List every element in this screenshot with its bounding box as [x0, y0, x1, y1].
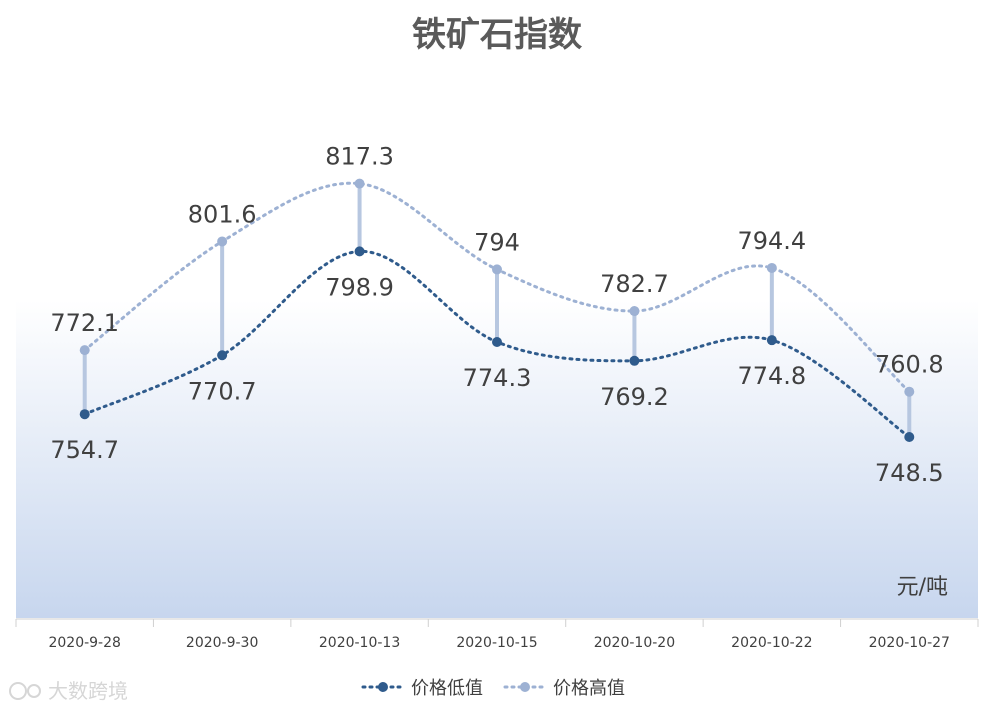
data-point-low — [904, 432, 915, 443]
chart-title: 铁矿石指数 — [412, 15, 582, 55]
x-tick-label: 2020-9-30 — [186, 635, 258, 651]
x-axis-ticks: 2020-9-28 2020-9-30 2020-10-13 2020-10-15 20… — [15, 619, 979, 651]
data-label-high: 801.6 — [188, 200, 257, 228]
data-point-low — [217, 350, 228, 361]
x-tick-label: 2020-9-28 — [48, 635, 120, 651]
data-point-low — [492, 336, 502, 347]
data-label-low: 774.3 — [463, 364, 532, 392]
legend-item-high: 价格高值 — [503, 678, 625, 699]
data-labels: 772.1 754.7 801.6 770.7 817.3 798.9 794 774.3 78… — [50, 143, 943, 487]
unit-label: 元/吨 — [897, 575, 948, 600]
x-tick-label: 2020-10-27 — [869, 635, 950, 651]
data-point-high — [492, 264, 502, 275]
x-tick-label: 2020-10-15 — [456, 635, 537, 651]
data-point-high — [217, 236, 228, 247]
data-point-high — [629, 306, 640, 317]
data-label-low: 770.7 — [188, 377, 257, 405]
plot-background — [16, 300, 978, 618]
data-point-high — [354, 178, 365, 189]
data-label-high: 817.3 — [325, 143, 394, 171]
x-tick-label: 2020-10-20 — [594, 635, 675, 651]
data-label-high: 760.8 — [875, 351, 944, 379]
high-low-lines — [82, 183, 912, 438]
data-point-low — [766, 335, 777, 346]
x-tick-label: 2020-10-13 — [319, 635, 400, 651]
watermark-logo: 大数跨境 — [9, 679, 128, 703]
data-point-low — [354, 246, 365, 257]
data-point-low — [79, 409, 90, 420]
data-label-low: 774.8 — [737, 362, 806, 390]
data-point-high — [904, 386, 915, 397]
legend-marker — [520, 682, 530, 692]
data-label-high: 794.4 — [737, 227, 806, 255]
data-label-high: 772.1 — [50, 309, 119, 337]
data-label-low: 748.5 — [875, 459, 944, 487]
watermark-text: 大数跨境 — [48, 679, 128, 703]
data-label-low: 798.9 — [325, 273, 394, 301]
x-tick-label: 2020-10-22 — [731, 635, 812, 651]
data-point-low — [629, 355, 640, 366]
legend-label: 价格低值 — [411, 678, 483, 699]
legend: 价格低值 价格高值 — [361, 678, 625, 699]
data-point-high — [766, 262, 777, 273]
legend-marker — [378, 682, 388, 692]
data-label-high: 794 — [474, 228, 520, 256]
data-label-low: 769.2 — [600, 383, 669, 411]
legend-label: 价格高值 — [553, 678, 625, 699]
watermark-icon-2 — [27, 684, 41, 698]
data-label-high: 782.7 — [600, 270, 669, 298]
data-points — [79, 178, 915, 443]
watermark-icon — [9, 682, 27, 700]
legend-item-low: 价格低值 — [361, 678, 483, 699]
data-label-low: 754.7 — [50, 436, 119, 464]
data-point-high — [79, 345, 90, 356]
